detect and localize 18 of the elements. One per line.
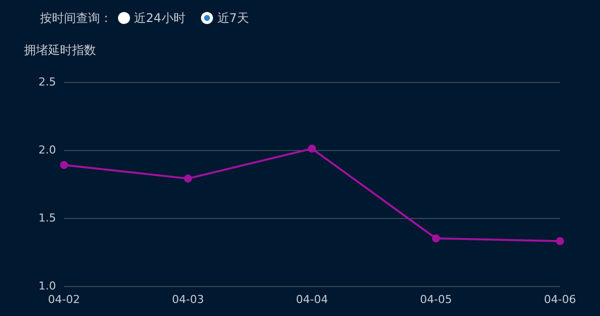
x-tick-label: 04-06	[544, 293, 576, 306]
point	[556, 237, 564, 246]
y-axis-title: 拥堵延时指数	[24, 43, 96, 57]
text: 近7天	[217, 11, 249, 25]
y-tick-label: 1.5	[38, 212, 56, 224]
y-tick-label: 1.0	[38, 280, 56, 292]
x-tick-label: 04-05	[420, 293, 452, 306]
x-tick-label: 04-02	[48, 293, 80, 306]
point	[60, 160, 68, 169]
text: 按时间查询：	[40, 11, 112, 25]
x-tick-label: 04-04	[296, 293, 328, 306]
point	[184, 174, 192, 183]
text: 近24小时	[134, 11, 186, 25]
y-tick-label: 2.5	[38, 76, 56, 88]
x-tick-label: 04-03	[172, 293, 204, 306]
point	[432, 234, 440, 242]
y-tick-label: 2.0	[38, 144, 56, 156]
point	[308, 144, 316, 153]
